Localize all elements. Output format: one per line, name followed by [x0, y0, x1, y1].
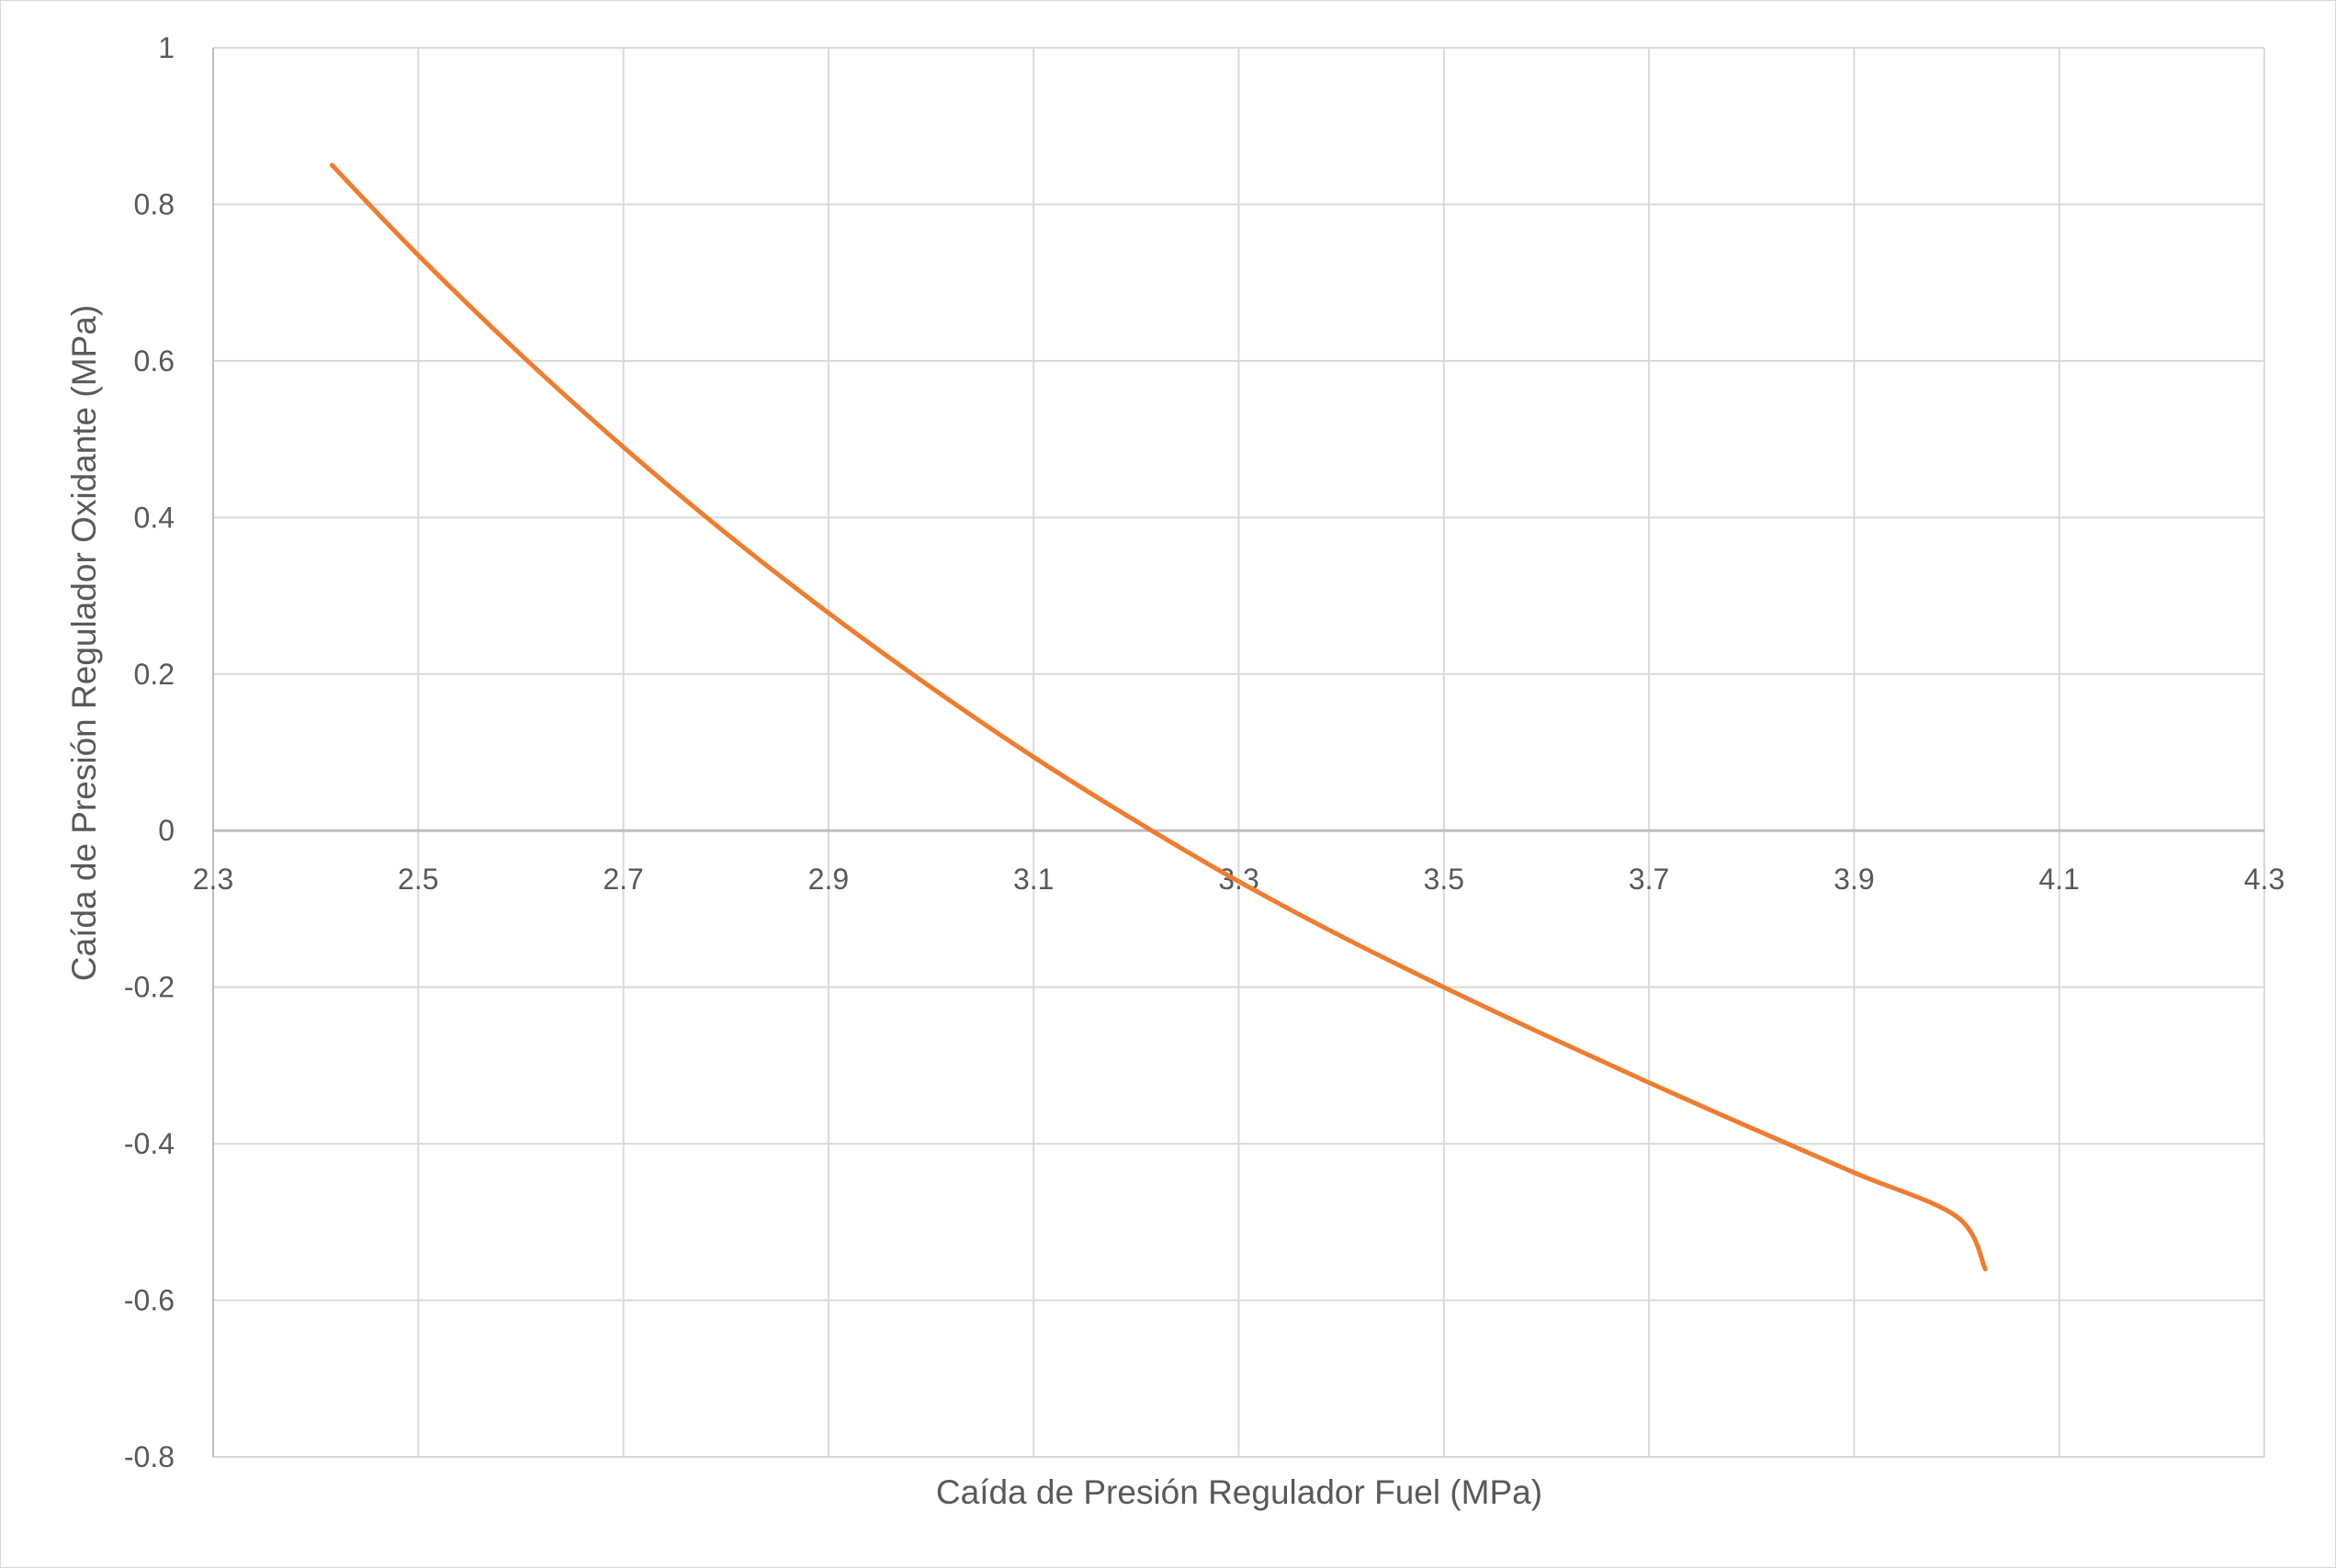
grid — [212, 47, 2265, 1458]
x-tick-label: 2.9 — [808, 863, 849, 896]
x-tick-label: 3.5 — [1424, 863, 1464, 896]
series-line — [330, 163, 1988, 1271]
x-axis-title: Caída de Presión Regulador Fuel (MPa) — [936, 1473, 1542, 1511]
x-tick-label: 3.7 — [1629, 863, 1669, 896]
y-axis-title: Caída de Presión Regulador Oxidante (MPa… — [65, 305, 103, 981]
x-tick-label: 4.1 — [2038, 863, 2079, 896]
y-tick-label: 0 — [158, 814, 175, 847]
y-tick-label: 0.6 — [134, 344, 175, 378]
y-tick-label: -0.6 — [124, 1284, 175, 1317]
y-tick-label: 1 — [158, 31, 175, 64]
x-tick-label: 2.5 — [398, 863, 438, 896]
y-tick-label: -0.8 — [124, 1440, 175, 1473]
y-tick-label: 0.2 — [134, 658, 175, 691]
x-tick-label: 3.1 — [1013, 863, 1054, 896]
x-tick-labels: 2.3 2.5 2.7 2.9 3.1 3.3 3.5 3.7 3.9 4.1 4.3 — [193, 863, 2285, 896]
x-tick-label: 4.3 — [2244, 863, 2285, 896]
y-tick-label: 0.4 — [134, 501, 175, 534]
y-tick-label: -0.4 — [124, 1127, 175, 1160]
x-tick-label: 2.3 — [193, 863, 233, 896]
x-tick-label: 3.9 — [1834, 863, 1874, 896]
y-tick-labels: 1 0.8 0.6 0.4 0.2 0 -0.2 -0.4 -0.6 -0.8 — [124, 31, 175, 1473]
y-tick-label: 0.8 — [134, 187, 175, 220]
y-tick-label: -0.2 — [124, 971, 175, 1004]
x-tick-label: 2.7 — [603, 863, 643, 896]
axes — [212, 48, 2264, 1457]
series — [330, 163, 1988, 1271]
